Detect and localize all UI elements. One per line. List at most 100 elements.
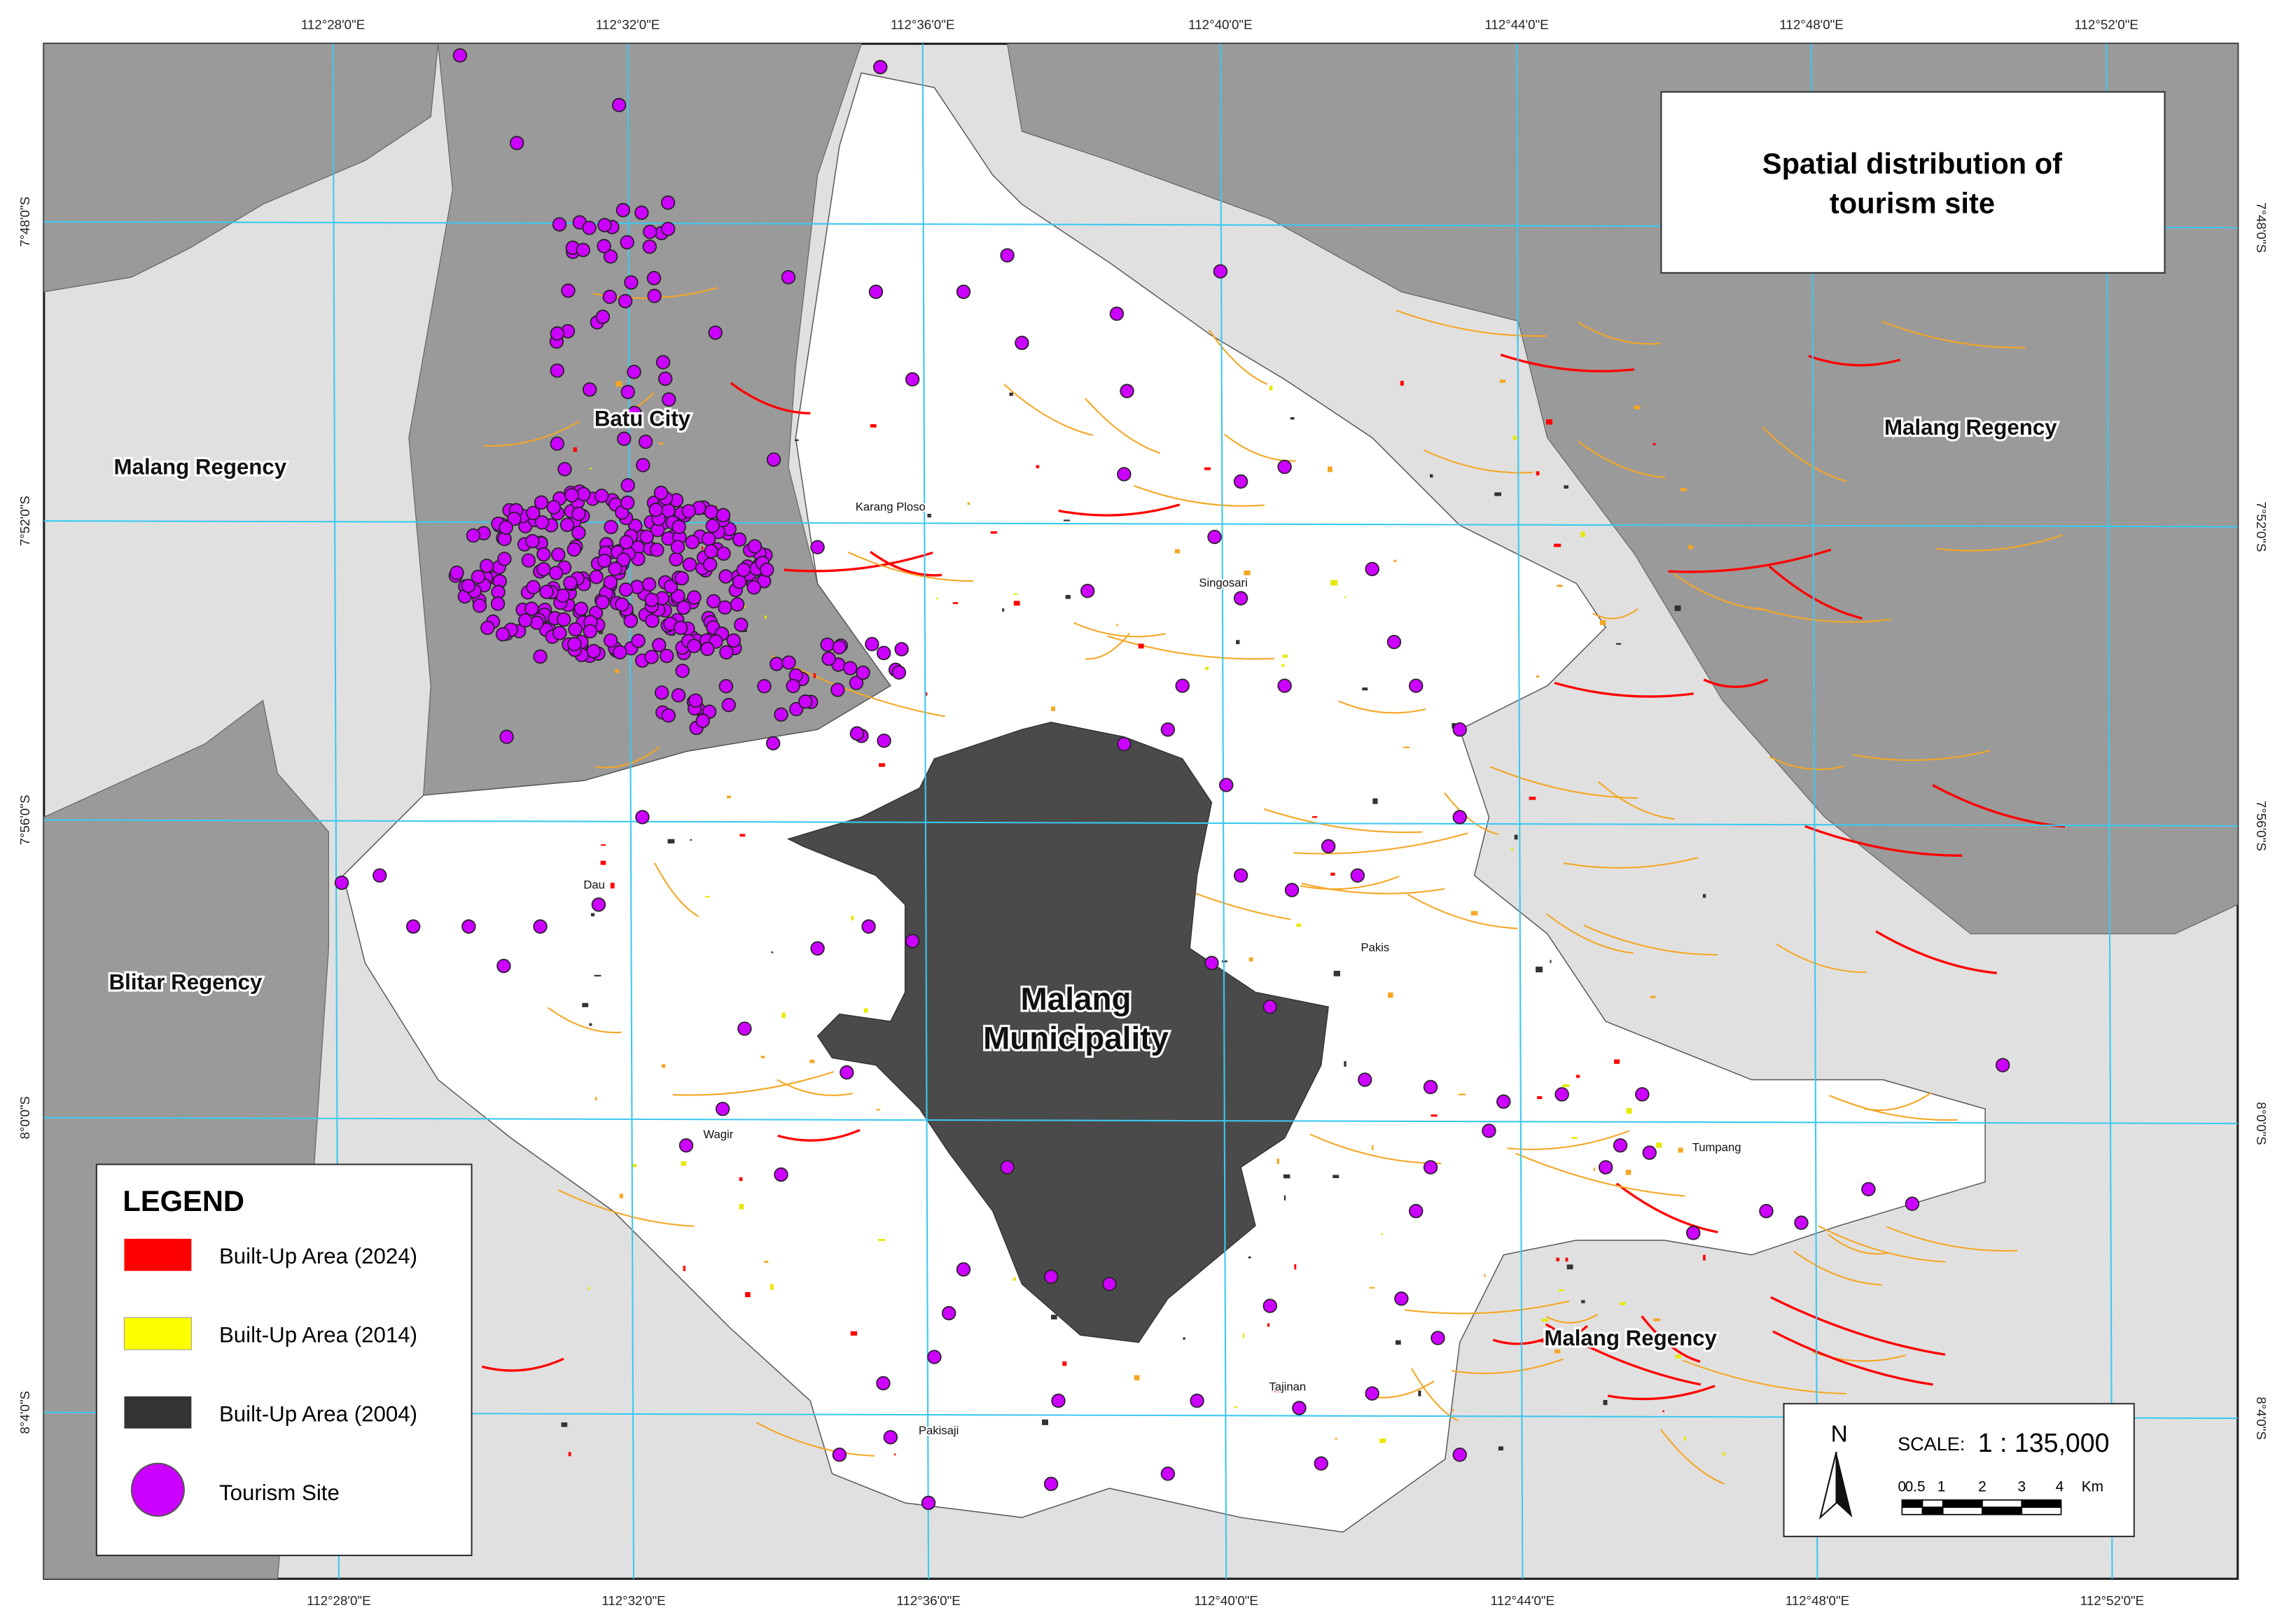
built-up-patch: [927, 513, 931, 518]
tourism-site: [551, 547, 566, 562]
built-up-patch: [1459, 1093, 1466, 1096]
tourism-site: [1051, 1393, 1066, 1408]
tourism-site: [786, 678, 800, 694]
tourism-site: [546, 500, 562, 514]
tourism-site: [1219, 778, 1234, 792]
built-up-patch: [727, 795, 731, 799]
tourism-site: [685, 535, 700, 550]
region-label: Malang Regency: [114, 454, 287, 479]
built-up-patch: [587, 1287, 590, 1290]
tourism-site: [526, 580, 541, 595]
road: [1578, 440, 1666, 479]
built-up-patch: [1543, 1341, 1550, 1345]
tourism-site: [471, 569, 486, 584]
scale-segment: [1921, 1506, 1944, 1516]
tourism-site: [732, 532, 747, 547]
road: [1577, 321, 1662, 345]
tourism-site: [716, 507, 731, 523]
tourism-site: [568, 622, 583, 637]
road: [784, 551, 933, 573]
built-up-patch: [1688, 545, 1693, 550]
tourism-site: [334, 875, 349, 890]
built-up-patch: [1041, 1419, 1048, 1425]
road: [730, 382, 811, 415]
built-up-patch: [1571, 1137, 1578, 1139]
grid-line: [43, 1116, 2238, 1125]
built-up-patch: [1546, 419, 1553, 425]
scale-bar: 00.5 1 2 3 4 Km: [1898, 1478, 2103, 1516]
road: [599, 392, 655, 419]
tourism-site: [615, 597, 629, 612]
tourism-site: [1861, 1182, 1876, 1197]
road: [1757, 607, 1891, 623]
tourism-site: [671, 589, 686, 603]
tourism-site: [647, 288, 662, 303]
built-up-patch: [743, 604, 746, 608]
region-label: Batu City: [594, 407, 691, 431]
built-up-patch: [681, 1161, 687, 1166]
built-up-patch: [876, 1109, 881, 1111]
built-up-patch: [764, 615, 767, 619]
built-up-patch: [1267, 1323, 1270, 1327]
tourism-site: [681, 504, 696, 519]
tourism-site: [644, 592, 659, 608]
built-up-patch: [690, 839, 693, 841]
region-label: Malang: [1021, 980, 1132, 1016]
tourism-site: [627, 365, 641, 379]
tourism-site: [461, 919, 476, 934]
road: [1500, 354, 1635, 372]
tourism-site: [624, 275, 639, 290]
built-up-patch: [1283, 1195, 1286, 1200]
tourism-site: [1408, 1203, 1424, 1219]
built-up-patch: [1550, 960, 1552, 963]
tourism-site: [521, 553, 536, 568]
road: [1793, 1250, 1882, 1286]
place-label: Wagir: [703, 1128, 733, 1141]
tourism-site: [533, 919, 548, 934]
road: [1405, 1300, 1570, 1315]
grid-label: 112°36'0"E: [896, 1593, 960, 1608]
grid-label: 7°48'0"S: [2254, 202, 2269, 253]
grid-label: 112°44'0"E: [1484, 18, 1548, 32]
tourism-site: [1431, 1331, 1445, 1345]
built-up-patch: [1063, 519, 1070, 522]
built-up-patch: [739, 1177, 743, 1182]
road: [1301, 882, 1445, 895]
built-up-patch: [1344, 596, 1347, 598]
built-up-patch: [683, 1266, 686, 1271]
built-up-patch: [1204, 467, 1211, 470]
tourism-site: [774, 1167, 788, 1182]
tourism-site: [491, 584, 506, 599]
built-up-patch: [1234, 1406, 1237, 1408]
road: [1300, 875, 1400, 890]
tourism-site: [603, 575, 618, 589]
tourism-site: [660, 195, 676, 210]
tourism-site: [642, 239, 657, 254]
tourism-site: [810, 540, 825, 554]
built-up-patch: [1273, 1387, 1281, 1392]
tourism-site: [820, 637, 835, 652]
tourism-site: [603, 633, 618, 648]
tourism-site: [872, 59, 888, 75]
built-up-patch: [1400, 381, 1404, 386]
built-up-patch: [1512, 435, 1517, 440]
tourism-site: [1613, 1138, 1628, 1153]
tourism-site: [1995, 1058, 2010, 1072]
scale-tick-label: 0.5: [1905, 1478, 1926, 1494]
built-up-patch: [1050, 1315, 1057, 1320]
tourism-site: [655, 355, 671, 370]
tourism-site: [1233, 474, 1248, 489]
place-label: Tumpang: [1692, 1141, 1741, 1154]
built-up-patch: [1562, 1084, 1570, 1087]
built-up-patch: [619, 1194, 623, 1198]
built-up-patch: [1536, 675, 1540, 678]
built-up-patch: [1554, 1349, 1561, 1354]
tourism-site: [865, 636, 879, 652]
built-up-patch: [1429, 474, 1433, 478]
tourism-site: [653, 485, 669, 500]
tourism-site: [461, 578, 476, 594]
place-label: Tajinan: [1269, 1380, 1306, 1393]
tourism-site: [662, 392, 676, 407]
road: [847, 551, 974, 582]
